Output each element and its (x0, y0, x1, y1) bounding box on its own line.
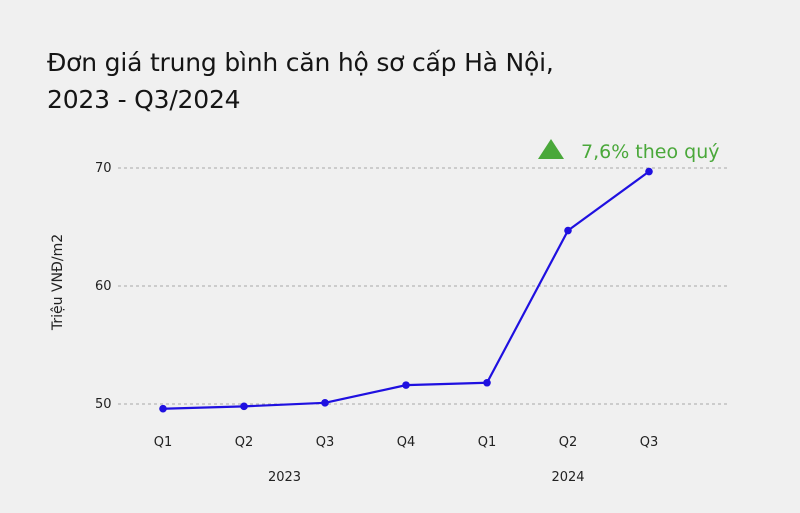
year-labels: 2023 2024 (268, 470, 585, 485)
data-point (159, 404, 167, 413)
x-tick-label: Q4 (397, 435, 416, 450)
series-line-layer (162, 170, 650, 410)
data-point (483, 378, 491, 387)
y-axis-label: Triệu VNĐ/m2 (50, 234, 66, 331)
year-label: 2024 (551, 470, 584, 485)
x-tick-label: Q2 (559, 435, 578, 450)
data-point (645, 167, 653, 176)
x-axis-ticks: Q1 Q2 Q3 Q4 Q1 Q2 Q3 (154, 435, 659, 450)
data-point (402, 381, 410, 389)
data-point (321, 399, 329, 407)
year-label: 2023 (268, 470, 301, 485)
x-tick-label: Q3 (316, 435, 335, 450)
series-line (162, 170, 650, 410)
y-tick-label: 60 (95, 279, 112, 294)
x-tick-label: Q2 (235, 435, 254, 450)
chart-title: Đơn giá trung bình căn hộ sơ cấp Hà Nội,… (47, 44, 554, 118)
data-points (159, 167, 653, 413)
x-tick-label: Q1 (154, 435, 173, 450)
grid-layer (118, 167, 727, 405)
y-tick-label: 50 (95, 397, 112, 412)
data-point (564, 226, 572, 235)
data-point (240, 402, 248, 411)
chart-title-line-2: 2023 - Q3/2024 (47, 85, 241, 114)
triangle-up-icon (538, 139, 564, 159)
y-tick-label: 70 (95, 161, 112, 176)
x-tick-label: Q3 (640, 435, 659, 450)
growth-annotation: 7,6% theo quý (538, 139, 720, 163)
chart-title-line-1: Đơn giá trung bình căn hộ sơ cấp Hà Nội, (47, 48, 554, 77)
growth-annotation-text: 7,6% theo quý (581, 141, 720, 163)
x-tick-label: Q1 (478, 435, 497, 450)
y-axis-ticks: 50 60 70 (95, 161, 112, 412)
